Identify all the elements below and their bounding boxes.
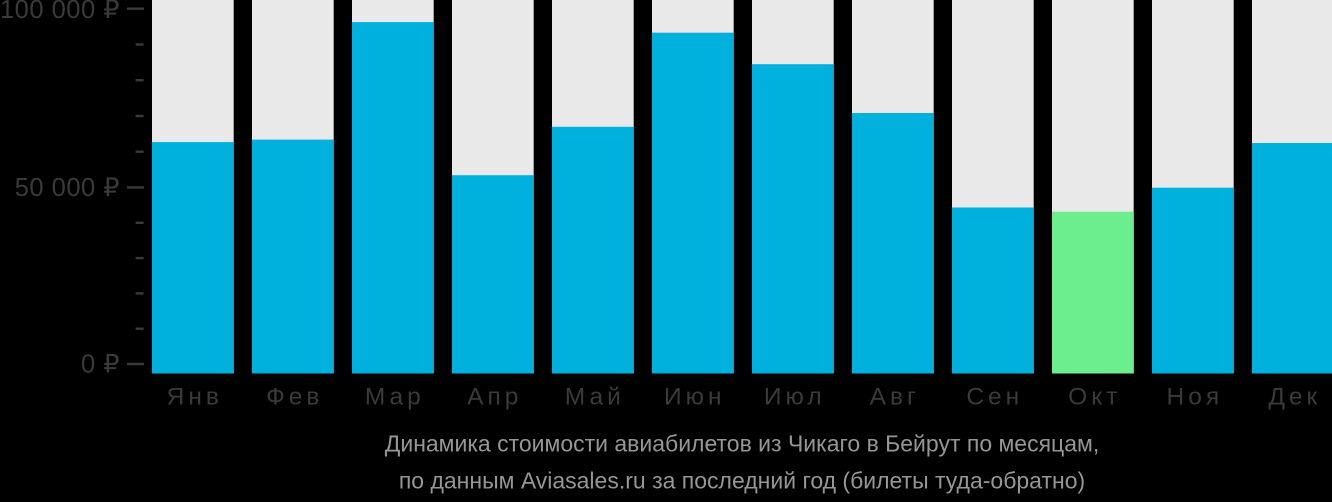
svg-text:по данным Aviasales.ru за посл: по данным Aviasales.ru за последний год … [399, 468, 1085, 494]
svg-text:Янв: Янв [167, 384, 223, 411]
svg-text:Июн: Июн [664, 384, 726, 411]
svg-text:Дек: Дек [1268, 384, 1321, 411]
svg-text:Апр: Апр [467, 384, 522, 411]
svg-text:100 000 ₽: 100 000 ₽ [0, 0, 120, 24]
svg-text:50 000 ₽: 50 000 ₽ [15, 174, 120, 202]
svg-text:Сен: Сен [966, 384, 1023, 411]
svg-text:Динамика стоимости авиабилетов: Динамика стоимости авиабилетов из Чикаго… [385, 431, 1099, 457]
svg-text:Июл: Июл [764, 384, 826, 411]
svg-text:Ноя: Ноя [1167, 384, 1224, 411]
svg-text:0 ₽: 0 ₽ [81, 351, 120, 379]
svg-text:Май: Май [565, 384, 625, 411]
svg-text:Мар: Мар [365, 384, 425, 411]
svg-text:Окт: Окт [1068, 384, 1121, 411]
svg-text:Фев: Фев [266, 384, 323, 411]
svg-text:Авг: Авг [870, 384, 920, 411]
